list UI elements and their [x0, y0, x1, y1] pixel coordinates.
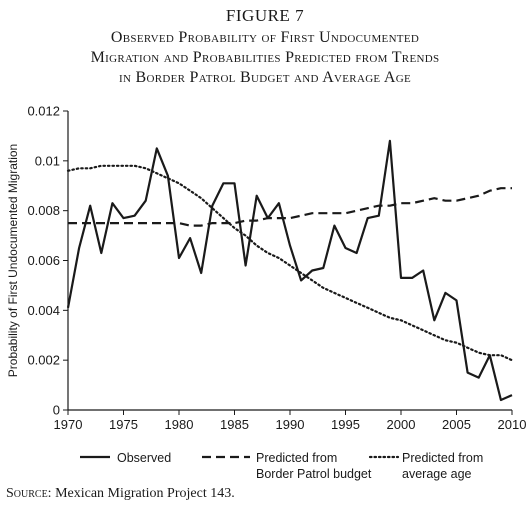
figure-label: FIGURE 7 — [225, 6, 305, 25]
legend-label: Predicted from — [256, 451, 337, 465]
series-line-predicted-budget — [68, 187, 512, 227]
legend-label: Observed — [117, 451, 171, 465]
source-text: Mexican Migration Project 143. — [51, 486, 235, 501]
y-tick-label: 0.006 — [27, 253, 60, 268]
y-tick-label: 0.002 — [27, 353, 60, 368]
y-tick-label: 0.008 — [27, 203, 60, 218]
figure-title-line-1: Observed Probability of First Undocument… — [110, 29, 420, 46]
x-tick-label: 1985 — [220, 417, 249, 432]
x-tick-label: 1995 — [331, 417, 360, 432]
series-line-observed — [66, 139, 513, 402]
y-tick-label: 0.012 — [27, 104, 60, 119]
series-line-predicted-age — [66, 164, 514, 362]
figure-title: Observed Probability of First Undocument… — [0, 28, 530, 88]
source-prefix: Source: — [6, 486, 52, 501]
chart-series — [66, 139, 514, 402]
figure-title-line-3: in Border Patrol Budget and Average Age — [119, 69, 411, 86]
x-tick-label: 1990 — [276, 417, 305, 432]
figure-title-line-2: Migration and Probabilities Predicted fr… — [90, 49, 440, 66]
x-tick-label: 2010 — [498, 417, 527, 432]
legend-label: average age — [402, 467, 472, 481]
legend-label: Predicted from — [402, 451, 483, 465]
y-axis-label: Probability of First Undocumented Migrat… — [6, 144, 20, 377]
x-tick-label: 2000 — [387, 417, 416, 432]
x-tick-label: 1975 — [109, 417, 138, 432]
source-note: Source: Mexican Migration Project 143. — [6, 486, 235, 502]
x-tick-label: 1970 — [54, 417, 83, 432]
chart-axes: 1970 1975 1980 1985 1990 1995 2000 2005 2010 0 0.0… — [6, 104, 526, 433]
x-tick-label: 1980 — [165, 417, 194, 432]
y-tick-label: 0.004 — [27, 303, 60, 318]
y-tick-label: 0.01 — [35, 153, 60, 168]
chart-legend: Observed Predicted from Border Patrol budg… — [80, 451, 483, 481]
x-tick-label: 2005 — [442, 417, 471, 432]
y-tick-label: 0 — [53, 403, 60, 418]
legend-label: Border Patrol budget — [256, 467, 372, 481]
